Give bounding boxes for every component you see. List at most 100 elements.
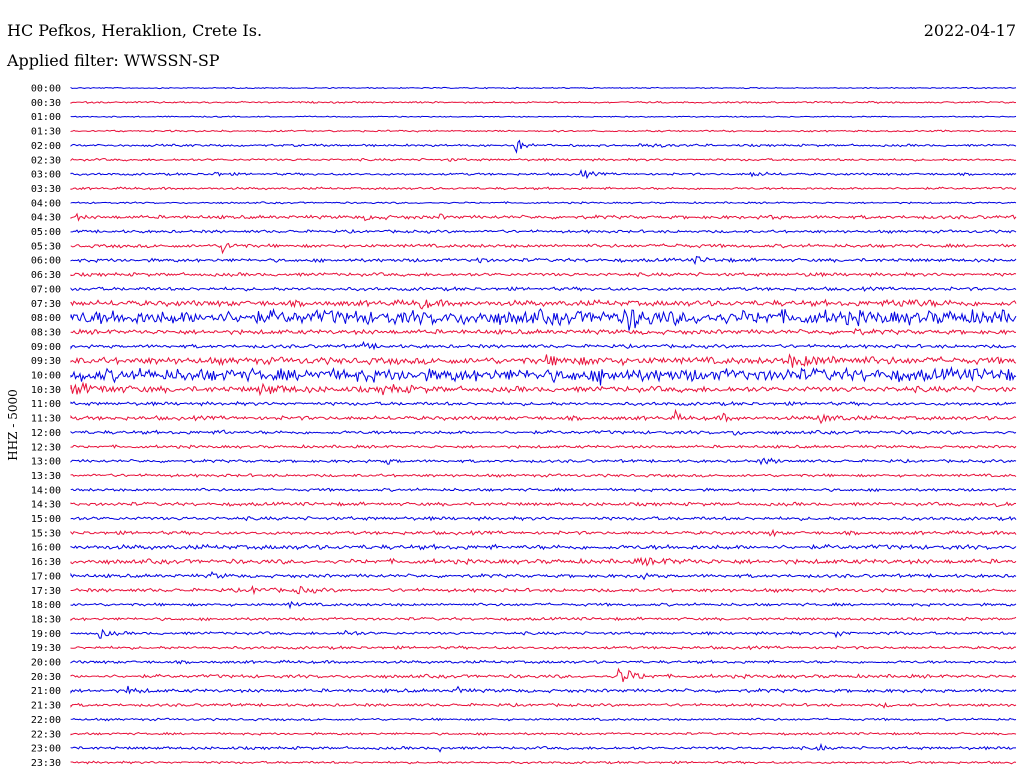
time-label: 20:00 — [31, 658, 61, 669]
time-label: 02:00 — [31, 141, 61, 152]
time-label: 21:00 — [31, 686, 61, 697]
trace-line — [70, 365, 1017, 386]
time-label: 06:30 — [31, 270, 61, 281]
trace-line — [70, 645, 1017, 651]
time-label: 22:30 — [31, 729, 61, 740]
time-label: 08:00 — [31, 313, 61, 324]
time-label: 13:00 — [31, 457, 61, 468]
time-label: 23:30 — [31, 758, 61, 769]
time-label: 12:00 — [31, 428, 61, 439]
time-label: 18:30 — [31, 614, 61, 625]
time-label: 23:00 — [31, 744, 61, 755]
trace-line — [70, 168, 1017, 180]
trace-line — [70, 201, 1017, 205]
trace-line — [70, 444, 1017, 450]
trace-line — [70, 600, 1017, 610]
time-label: 17:00 — [31, 571, 61, 582]
trace-line — [70, 129, 1017, 133]
time-label: 03:00 — [31, 170, 61, 181]
trace-line — [70, 242, 1017, 255]
time-label: 01:30 — [31, 127, 61, 138]
trace-line — [70, 616, 1017, 622]
date-label: 2022-04-17 — [923, 21, 1016, 40]
trace-line — [70, 340, 1017, 351]
time-label: 06:00 — [31, 256, 61, 267]
time-label: 22:00 — [31, 715, 61, 726]
time-label: 16:30 — [31, 557, 61, 568]
filter-label: Applied filter: WWSSN-SP — [7, 51, 220, 70]
trace-line — [70, 271, 1017, 278]
time-label: 04:00 — [31, 198, 61, 209]
time-label: 09:00 — [31, 342, 61, 353]
trace-line — [70, 585, 1017, 596]
trace-line — [70, 307, 1017, 331]
time-label: 17:30 — [31, 586, 61, 597]
trace-line — [70, 570, 1017, 581]
trace-line — [70, 400, 1017, 407]
time-label: 07:00 — [31, 284, 61, 295]
time-label: 19:30 — [31, 643, 61, 654]
trace-line — [70, 86, 1017, 90]
trace-line — [70, 353, 1017, 368]
time-label: 04:30 — [31, 213, 61, 224]
trace-line — [70, 381, 1017, 397]
time-label: 10:30 — [31, 385, 61, 396]
time-label: 14:30 — [31, 500, 61, 511]
trace-line — [70, 685, 1017, 695]
trace-line — [70, 408, 1017, 425]
trace-line — [70, 717, 1017, 722]
trace-line — [70, 659, 1017, 665]
time-label: 15:00 — [31, 514, 61, 525]
time-label: 21:30 — [31, 701, 61, 712]
time-label: 02:30 — [31, 155, 61, 166]
trace-line — [70, 528, 1017, 538]
time-label: 15:30 — [31, 528, 61, 539]
time-label: 14:00 — [31, 485, 61, 496]
helicorder-svg: 00:00 00:30 01:00 01:30 02:00 02:30 03:00 03:30… — [31, 84, 1017, 769]
trace-line — [70, 327, 1017, 336]
time-label: 11:00 — [31, 399, 61, 410]
trace-line — [70, 286, 1017, 292]
time-label: 10:00 — [31, 371, 61, 382]
trace-line — [70, 255, 1017, 266]
time-label: 00:30 — [31, 98, 61, 109]
trace-line — [70, 701, 1017, 709]
time-label: 13:30 — [31, 471, 61, 482]
time-label: 05:00 — [31, 227, 61, 238]
trace-line — [70, 457, 1017, 466]
time-label: 18:00 — [31, 600, 61, 611]
trace-line — [70, 473, 1017, 478]
time-label: 07:30 — [31, 299, 61, 310]
trace-line — [70, 100, 1017, 104]
trace-line — [70, 487, 1017, 493]
trace-line — [70, 515, 1017, 522]
trace-line — [70, 228, 1017, 234]
trace-line — [70, 157, 1017, 162]
trace-line — [70, 298, 1017, 310]
trace-line — [70, 186, 1017, 191]
time-label: 01:00 — [31, 112, 61, 123]
trace-line — [70, 212, 1017, 222]
trace-line — [70, 139, 1017, 154]
station-title: HC Pefkos, Heraklion, Crete Is. — [7, 21, 263, 40]
time-label: 19:00 — [31, 629, 61, 640]
trace-line — [70, 742, 1017, 753]
time-label: 05:30 — [31, 241, 61, 252]
time-label: 16:00 — [31, 543, 61, 554]
time-label: 20:30 — [31, 672, 61, 683]
trace-line — [70, 556, 1017, 567]
trace-line — [70, 501, 1017, 508]
time-label: 11:30 — [31, 414, 61, 425]
trace-line — [70, 628, 1017, 639]
time-label: 03:30 — [31, 184, 61, 195]
time-label: 08:30 — [31, 327, 61, 338]
trace-line — [70, 543, 1017, 551]
time-label: 09:30 — [31, 356, 61, 367]
time-label: 00:00 — [31, 84, 61, 95]
trace-line — [70, 760, 1017, 765]
trace-line — [70, 115, 1017, 118]
trace-line — [70, 667, 1017, 683]
trace-line — [70, 429, 1017, 436]
time-label: 12:30 — [31, 442, 61, 453]
trace-line — [70, 731, 1017, 736]
